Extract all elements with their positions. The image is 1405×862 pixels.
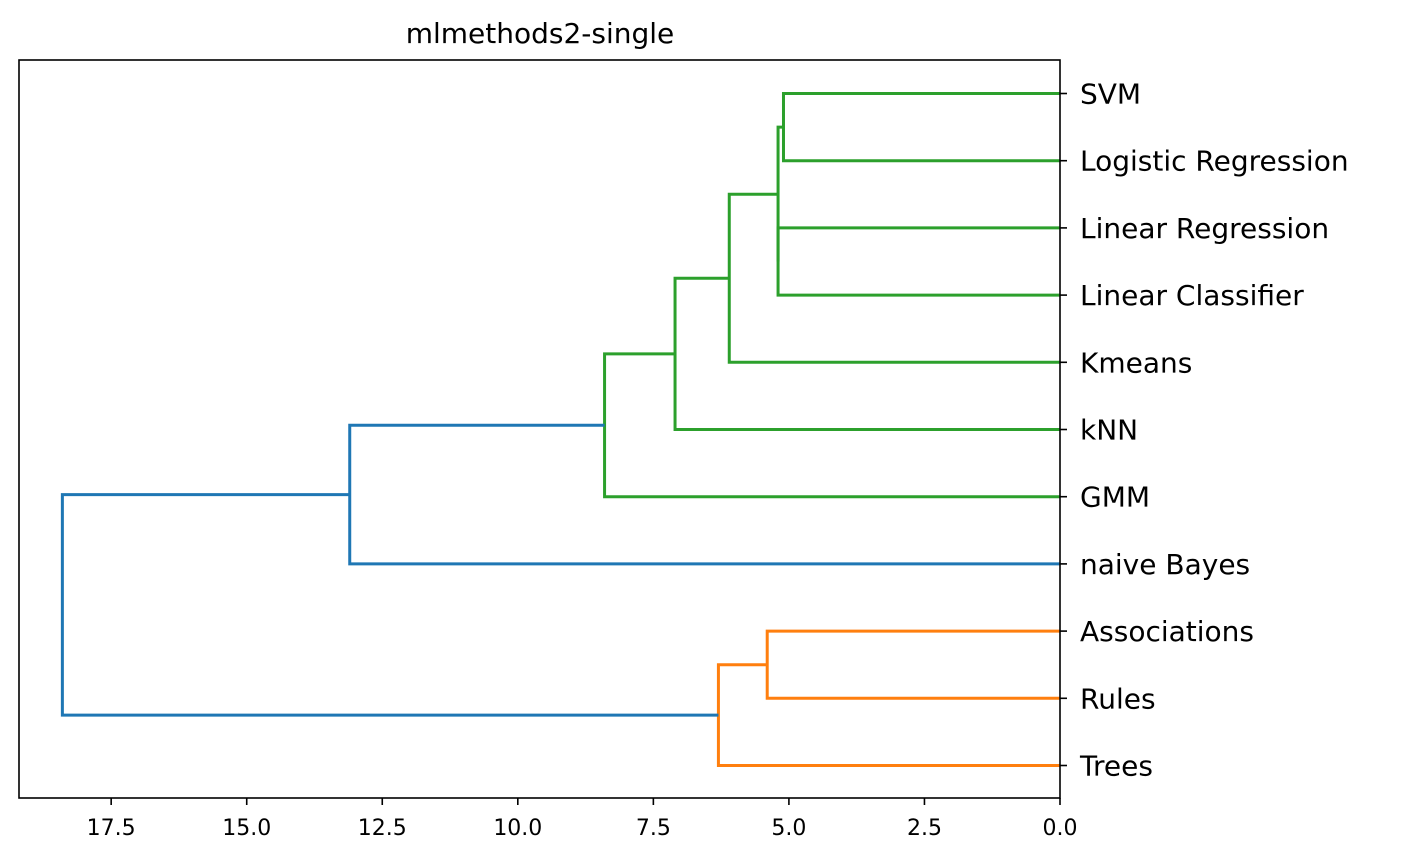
leaf-label: GMM	[1080, 481, 1150, 514]
x-tick-label: 0.0	[1043, 816, 1078, 841]
x-tick-label: 17.5	[87, 816, 136, 841]
leaf-labels: SVM Logistic Regression Linear Regression L…	[1060, 78, 1349, 783]
leaf-label: Trees	[1079, 750, 1153, 783]
leaf-label: Logistic Regression	[1080, 145, 1349, 178]
leaf-label: Rules	[1080, 682, 1156, 715]
x-tick-label: 10.0	[493, 816, 542, 841]
leaf-label: kNN	[1080, 414, 1138, 447]
leaf-label: Linear Regression	[1080, 212, 1329, 245]
leaf-label: Associations	[1080, 615, 1254, 648]
dendrogram-link-3	[727, 192, 1060, 364]
dendrogram-link-8	[716, 663, 1060, 767]
x-tick-label: 12.5	[358, 816, 407, 841]
x-tick-label: 5.0	[771, 816, 806, 841]
x-tick-label: 7.5	[636, 816, 671, 841]
x-tick-label: 2.5	[907, 816, 942, 841]
leaf-label: SVM	[1080, 78, 1141, 111]
dendrogram-link-6	[348, 423, 1060, 566]
dendrogram-links	[60, 92, 1060, 767]
dendrogram-link-5	[603, 352, 1060, 499]
dendrogram-link-1	[776, 226, 1060, 297]
x-axis: 17.5 15.0 12.5 10.0 7.5 5.0 2.5 0.0	[87, 798, 1078, 841]
leaf-label: Kmeans	[1080, 346, 1192, 379]
leaf-label: Linear Classifier	[1080, 279, 1304, 312]
dendrogram-link-7	[765, 629, 1060, 700]
dendrogram-link-2	[776, 125, 784, 262]
dendrogram-link-9	[60, 493, 719, 717]
dendrogram-link-4	[673, 276, 1060, 431]
chart-title: mlmethods2-single	[406, 17, 675, 50]
dendrogram-link-0	[781, 92, 1060, 163]
leaf-label: naive Bayes	[1080, 548, 1250, 581]
x-tick-label: 15.0	[222, 816, 271, 841]
